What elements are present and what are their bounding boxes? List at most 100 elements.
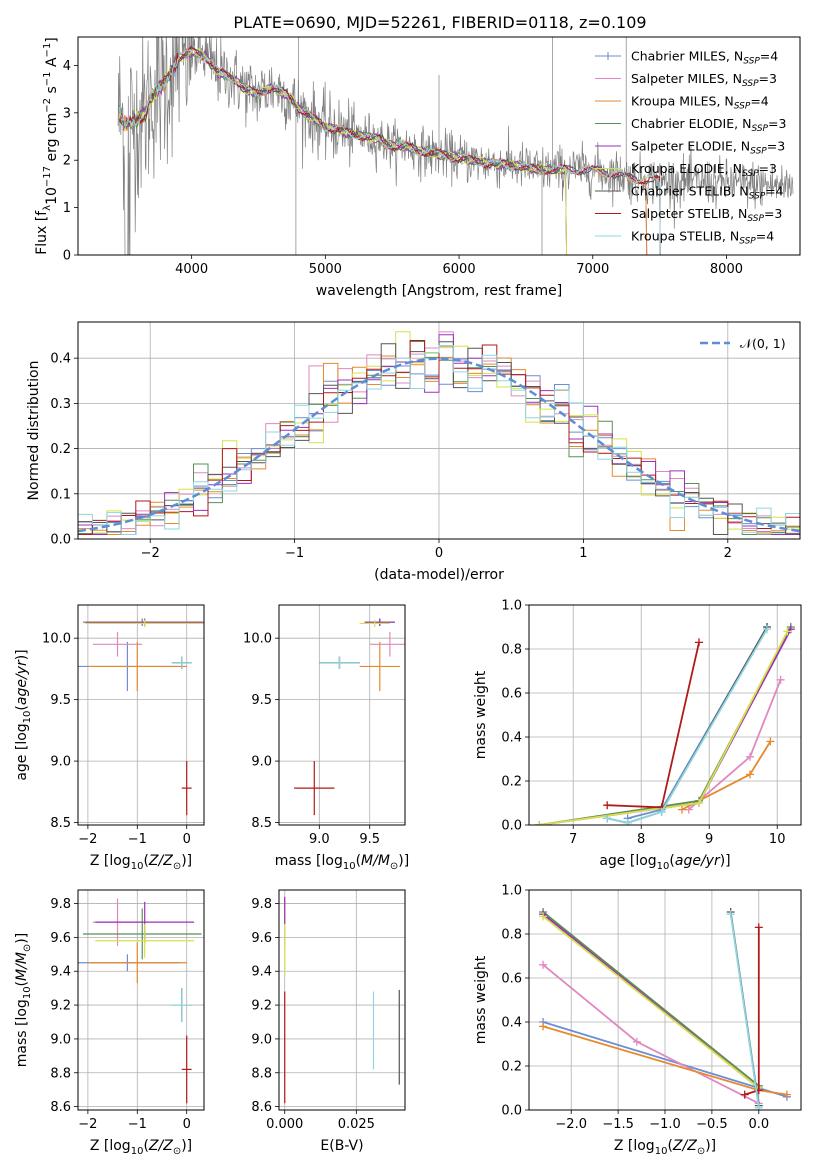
- axes-frame: [278, 604, 406, 826]
- weight-marker: [657, 807, 666, 816]
- weight-line-kroupa-stelib: [729, 914, 760, 1108]
- legend-label-chabrier-stelib: Chabrier STELIB, NSSP=4: [631, 184, 784, 202]
- x-tick-label: −1.0: [649, 1117, 681, 1132]
- legend-suffix: =3: [767, 139, 785, 154]
- y-tick-label: 8.6: [50, 1100, 71, 1115]
- plot-area: [117, 37, 794, 255]
- label-part: ⊙: [173, 861, 181, 872]
- errorbar-kroupa-miles: [87, 942, 187, 984]
- y-tick-label: 1.0: [501, 599, 522, 614]
- weight-marker: [746, 770, 754, 779]
- errorbar-kroupa-elodie: [85, 619, 204, 628]
- y-tick-label: 9.0: [50, 755, 71, 770]
- age-vs-metallicity-panel: −2 −1 08.59.09.510.0Z [log10(Z/Z⊙)]age [lo…: [14, 604, 205, 872]
- y-tick-label: 9.0: [251, 1032, 272, 1047]
- label-part: (: [669, 853, 674, 869]
- weight-marker: [766, 737, 775, 746]
- label-part: )]: [181, 1138, 192, 1154]
- label-part: )]: [398, 853, 409, 869]
- x-axis-label: age [log10(age/yr)]: [599, 853, 730, 872]
- label-part: age/yr: [14, 659, 30, 705]
- legend-suffix: =4: [750, 94, 768, 109]
- legend-label-chabrier-elodie: Chabrier ELODIE, NSSP=3: [631, 116, 786, 134]
- histogram-kroupa-stelib: [78, 345, 800, 535]
- weight-marker: [678, 805, 686, 814]
- label-part: E(B-V): [320, 1138, 363, 1154]
- weight-marker: [754, 1103, 763, 1110]
- y-tick-label: 9.2: [251, 999, 272, 1014]
- legend-text: Kroupa ELODIE, N: [631, 161, 742, 176]
- weight-line-salpeter-stelib: [607, 642, 700, 809]
- y-tick-label: 2: [63, 154, 71, 169]
- legend-sub: SSP: [739, 237, 756, 247]
- label-part: (: [143, 853, 148, 869]
- weight-marker: [695, 638, 703, 647]
- weight-marker: [603, 801, 612, 810]
- legend-suffix: =3: [759, 161, 777, 176]
- label-part: Z [log: [90, 853, 131, 869]
- x-tick-label: 0.0: [748, 1117, 769, 1132]
- plot-area: [535, 623, 795, 825]
- errorbar-salpeter-elodie: [364, 618, 395, 626]
- label-part: 10: [657, 861, 670, 872]
- x-tick-label: −1: [128, 832, 147, 847]
- model-line-salpeter-elodie: [119, 49, 568, 255]
- label-part: (: [356, 853, 361, 869]
- x-axis-label: Z [log10(Z/Z⊙)]: [90, 1138, 192, 1157]
- legend-label-salpeter-elodie: Salpeter ELODIE, NSSP=3: [631, 139, 785, 157]
- weight-marker: [783, 627, 792, 636]
- label-part: (: [14, 705, 30, 710]
- label-part: 10: [22, 711, 33, 724]
- label-part: Normed distribution: [26, 361, 42, 501]
- y-tick-label: 0.4: [501, 1016, 522, 1031]
- label-part: ⊙: [173, 1146, 181, 1157]
- y-tick-label: 0.0: [501, 1104, 522, 1119]
- weight-line-chabrier-stelib: [607, 626, 768, 824]
- legend-text: Salpeter ELODIE, N: [631, 139, 750, 154]
- y-tick-label: 0.2: [50, 442, 71, 457]
- plot-area: [539, 908, 791, 1110]
- y-tick-label: 9.0: [251, 755, 272, 770]
- y-tick-label: 0: [63, 249, 71, 264]
- legend-sub: SSP: [742, 169, 759, 179]
- weight-marker: [539, 912, 548, 921]
- label-part: Z [log: [90, 1138, 131, 1154]
- legend-suffix: =3: [768, 116, 786, 131]
- normal-distribution-curve: [78, 357, 800, 533]
- legend-sub: SSP: [749, 192, 766, 202]
- x-axis-label: (data-model)/error: [374, 567, 504, 583]
- label-part: mass [log: [14, 999, 30, 1067]
- y-tick-label: 9.5: [251, 693, 272, 708]
- errorbar-kroupa-stelib: [171, 988, 192, 1022]
- y-tick-label: 0.4: [50, 352, 71, 367]
- label-part: mass weight: [473, 670, 489, 759]
- legend-text: Kroupa MILES, N: [631, 94, 734, 109]
- label-part: erg cm: [44, 113, 60, 166]
- model-line-chabrier-miles: [119, 47, 648, 255]
- label-part: M/M: [14, 952, 30, 981]
- y-tick-label: 3: [63, 106, 71, 121]
- label-part: 10: [343, 861, 356, 872]
- y-axis-label: mass weight: [473, 670, 489, 759]
- y-axis-label: mass weight: [473, 955, 489, 1044]
- x-tick-label: 9: [705, 832, 713, 847]
- weight-marker: [539, 1022, 548, 1031]
- y-tick-label: 8.8: [251, 1066, 272, 1081]
- legend-label-chabrier-miles: Chabrier MILES, NSSP=4: [631, 49, 778, 67]
- plot-area: [78, 618, 204, 816]
- label-part: )]: [720, 853, 731, 869]
- legend-text: Chabrier ELODIE, N: [631, 116, 751, 131]
- label-part: )]: [705, 1138, 716, 1154]
- legend-label-normal: 𝒩(0, 1): [740, 336, 786, 351]
- y-tick-label: 0.2: [501, 1060, 522, 1075]
- weight-line-salpeter-miles: [542, 964, 760, 1105]
- weight-marker: [632, 1037, 641, 1046]
- y-tick-label: 10.0: [42, 632, 71, 647]
- y-tick-label: 10.0: [243, 632, 272, 647]
- axes-frame: [77, 36, 801, 256]
- label-part: age [log: [599, 853, 656, 869]
- mass-vs-metallicity-panel: −2 −1 08.68.89.09.29.49.69.8Z [log10(Z/Z⊙)…: [14, 889, 205, 1157]
- x-tick-label: −1: [285, 546, 304, 561]
- legend-sub: SSP: [751, 124, 768, 134]
